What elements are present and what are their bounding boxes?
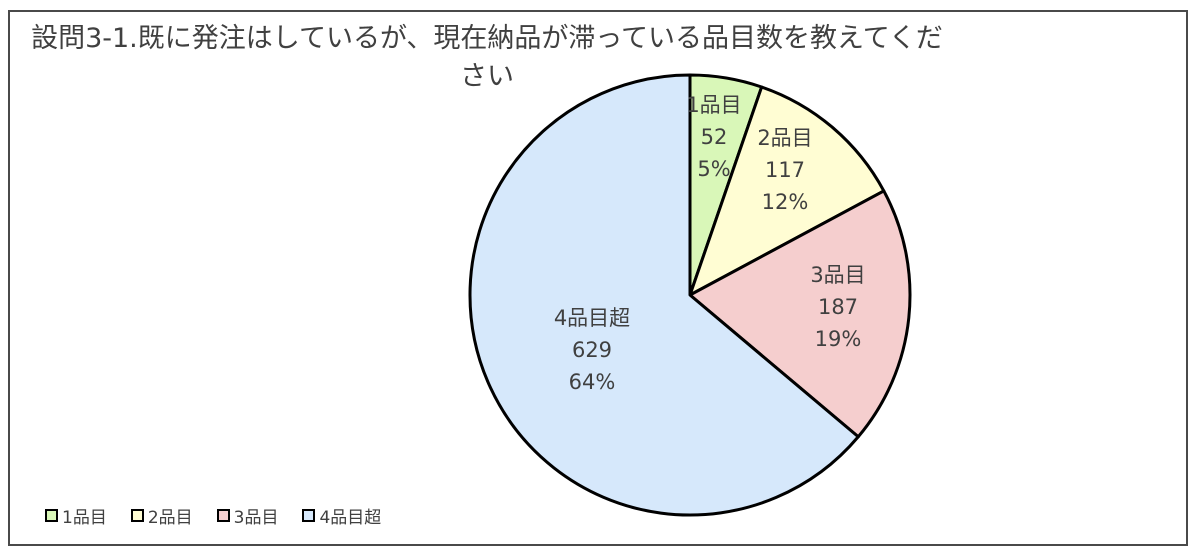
legend-item-2: 2品目 xyxy=(130,503,193,528)
data-label-value-1: 52 xyxy=(701,125,728,149)
legend-swatch-1 xyxy=(45,509,58,522)
data-label-category-2: 2品目 xyxy=(757,126,812,150)
legend-swatch-4 xyxy=(302,509,316,522)
chart-title: 設問3-1.既に発注はしているが、現在納品が滞っている品目数を教えてください xyxy=(31,23,943,92)
data-label-value-3: 187 xyxy=(818,295,858,319)
legend-item-4: 4品目超 xyxy=(302,503,381,528)
data-label-category-4: 4品目超 xyxy=(554,306,630,330)
data-label-category-1: 1品目 xyxy=(686,93,741,117)
data-label-value-4: 629 xyxy=(572,338,612,362)
legend-item-3: 3品目 xyxy=(216,503,279,528)
legend-label-1: 1品目 xyxy=(62,508,107,528)
data-label-value-2: 117 xyxy=(765,158,805,182)
data-label-category-3: 3品目 xyxy=(810,263,865,287)
chart-legend: 1品目 2品目 3品目 4品目超 xyxy=(45,503,381,528)
legend-label-3: 3品目 xyxy=(233,508,279,528)
legend-swatch-2 xyxy=(130,509,144,522)
legend-swatch-3 xyxy=(216,509,230,522)
data-label-percent-3: 19% xyxy=(815,327,862,351)
data-label-percent-4: 64% xyxy=(569,370,616,394)
pie-slice-2 xyxy=(688,85,886,297)
legend-label-4: 4品目超 xyxy=(319,508,382,528)
legend-label-2: 2品目 xyxy=(147,508,193,528)
pie-slice-3 xyxy=(688,189,912,439)
pie-slice-4 xyxy=(468,73,860,517)
data-label-percent-2: 12% xyxy=(762,190,809,214)
data-label-percent-1: 5% xyxy=(697,157,730,181)
legend-item-1: 1品目 xyxy=(45,503,107,528)
